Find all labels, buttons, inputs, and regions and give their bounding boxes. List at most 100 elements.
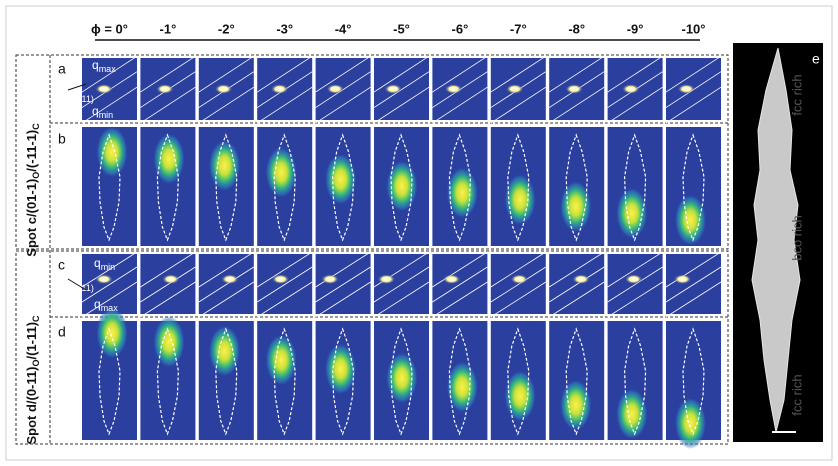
q-line bbox=[198, 281, 255, 318]
row-label: Spot c/(01-1)O/(-11-1)C bbox=[24, 123, 41, 257]
group-box bbox=[15, 250, 729, 445]
outline bbox=[98, 327, 121, 436]
outline bbox=[507, 133, 530, 242]
q-line bbox=[490, 86, 547, 124]
q-line bbox=[256, 266, 313, 303]
outline bbox=[98, 133, 121, 242]
q-subscript: fcc(111) bbox=[63, 94, 94, 104]
q-line bbox=[198, 251, 255, 288]
outline bbox=[390, 327, 413, 436]
row-label: Spot d/(0-11)O/(1-11)C bbox=[24, 315, 41, 445]
q-line bbox=[198, 266, 255, 303]
outline bbox=[331, 133, 355, 242]
row-label-sub: O bbox=[31, 172, 41, 179]
spot bbox=[271, 274, 290, 285]
spot bbox=[674, 397, 707, 449]
spot bbox=[155, 84, 174, 94]
angle-label: -4° bbox=[335, 21, 352, 36]
spot bbox=[153, 132, 186, 185]
q-subscript: max bbox=[101, 303, 119, 313]
spot bbox=[324, 343, 357, 395]
q-line bbox=[81, 281, 138, 318]
q-line bbox=[432, 55, 488, 93]
arrow bbox=[67, 83, 87, 91]
row-label-sub: C bbox=[31, 315, 41, 322]
q-line bbox=[373, 266, 430, 303]
spot bbox=[161, 274, 180, 285]
q-symbol: q bbox=[56, 277, 63, 291]
cell bbox=[374, 254, 429, 314]
q-line bbox=[256, 281, 313, 318]
angle-label: -7° bbox=[510, 21, 527, 36]
q-line bbox=[548, 281, 605, 318]
spot bbox=[615, 187, 648, 240]
spot bbox=[384, 84, 403, 94]
outline bbox=[623, 327, 647, 436]
q-line bbox=[315, 55, 371, 93]
spot bbox=[321, 274, 340, 285]
q-line bbox=[490, 55, 547, 93]
q-line bbox=[665, 86, 722, 124]
spot bbox=[220, 274, 239, 285]
outline bbox=[156, 133, 180, 242]
q-label: qmax bbox=[92, 58, 116, 74]
q-symbol: q bbox=[94, 297, 101, 311]
outline bbox=[273, 327, 296, 436]
angle-label: -3° bbox=[276, 21, 293, 36]
q-line bbox=[81, 266, 138, 303]
panel-letter: a bbox=[58, 61, 66, 77]
cell bbox=[82, 254, 137, 314]
spot bbox=[444, 84, 463, 94]
q-label: qfcc(111) bbox=[56, 88, 94, 104]
panel-letter: d bbox=[58, 324, 66, 340]
outline bbox=[156, 327, 180, 436]
spot bbox=[677, 84, 696, 94]
q-line bbox=[432, 86, 488, 124]
row-label-main: Spot c/(01-1) bbox=[24, 179, 39, 257]
spot bbox=[446, 166, 479, 219]
spot bbox=[505, 84, 524, 94]
q-subscript: min bbox=[101, 262, 116, 272]
q-subscript: max bbox=[99, 64, 117, 74]
row-label-rest: /(1-11) bbox=[24, 322, 39, 360]
angle-label: -9° bbox=[627, 21, 644, 36]
spot bbox=[559, 180, 592, 233]
row-label-main: Spot d/(0-11) bbox=[24, 367, 39, 445]
arrow bbox=[67, 278, 87, 291]
panel-letter: b bbox=[58, 131, 66, 147]
q-line bbox=[81, 55, 138, 93]
spot bbox=[572, 274, 591, 285]
spot bbox=[446, 361, 479, 413]
spot bbox=[265, 146, 298, 199]
outline bbox=[215, 327, 238, 436]
cell bbox=[432, 254, 488, 314]
spot bbox=[326, 84, 345, 94]
q-line bbox=[256, 55, 313, 93]
spot bbox=[504, 173, 537, 226]
q-label: qmax bbox=[94, 297, 118, 313]
outline bbox=[682, 327, 705, 436]
q-line bbox=[256, 251, 313, 288]
q-symbol: q bbox=[56, 88, 63, 102]
q-subscript: min bbox=[99, 110, 114, 120]
q-line bbox=[373, 281, 430, 318]
q-line bbox=[665, 281, 722, 318]
cell bbox=[198, 254, 254, 314]
spot bbox=[96, 126, 128, 178]
panel-letter: c bbox=[58, 257, 65, 273]
q-line bbox=[607, 266, 663, 303]
spot bbox=[153, 316, 186, 368]
cell bbox=[140, 254, 196, 314]
q-line bbox=[432, 266, 488, 303]
q-line bbox=[548, 251, 605, 288]
q-line bbox=[140, 251, 196, 288]
q-line bbox=[665, 55, 722, 93]
q-line bbox=[548, 55, 605, 93]
panel-letter: e bbox=[812, 51, 820, 67]
q-symbol: q bbox=[92, 58, 99, 72]
angle-label: -10° bbox=[682, 21, 706, 36]
outline bbox=[331, 327, 355, 436]
q-label: qmin bbox=[92, 104, 113, 120]
spot bbox=[265, 334, 298, 386]
